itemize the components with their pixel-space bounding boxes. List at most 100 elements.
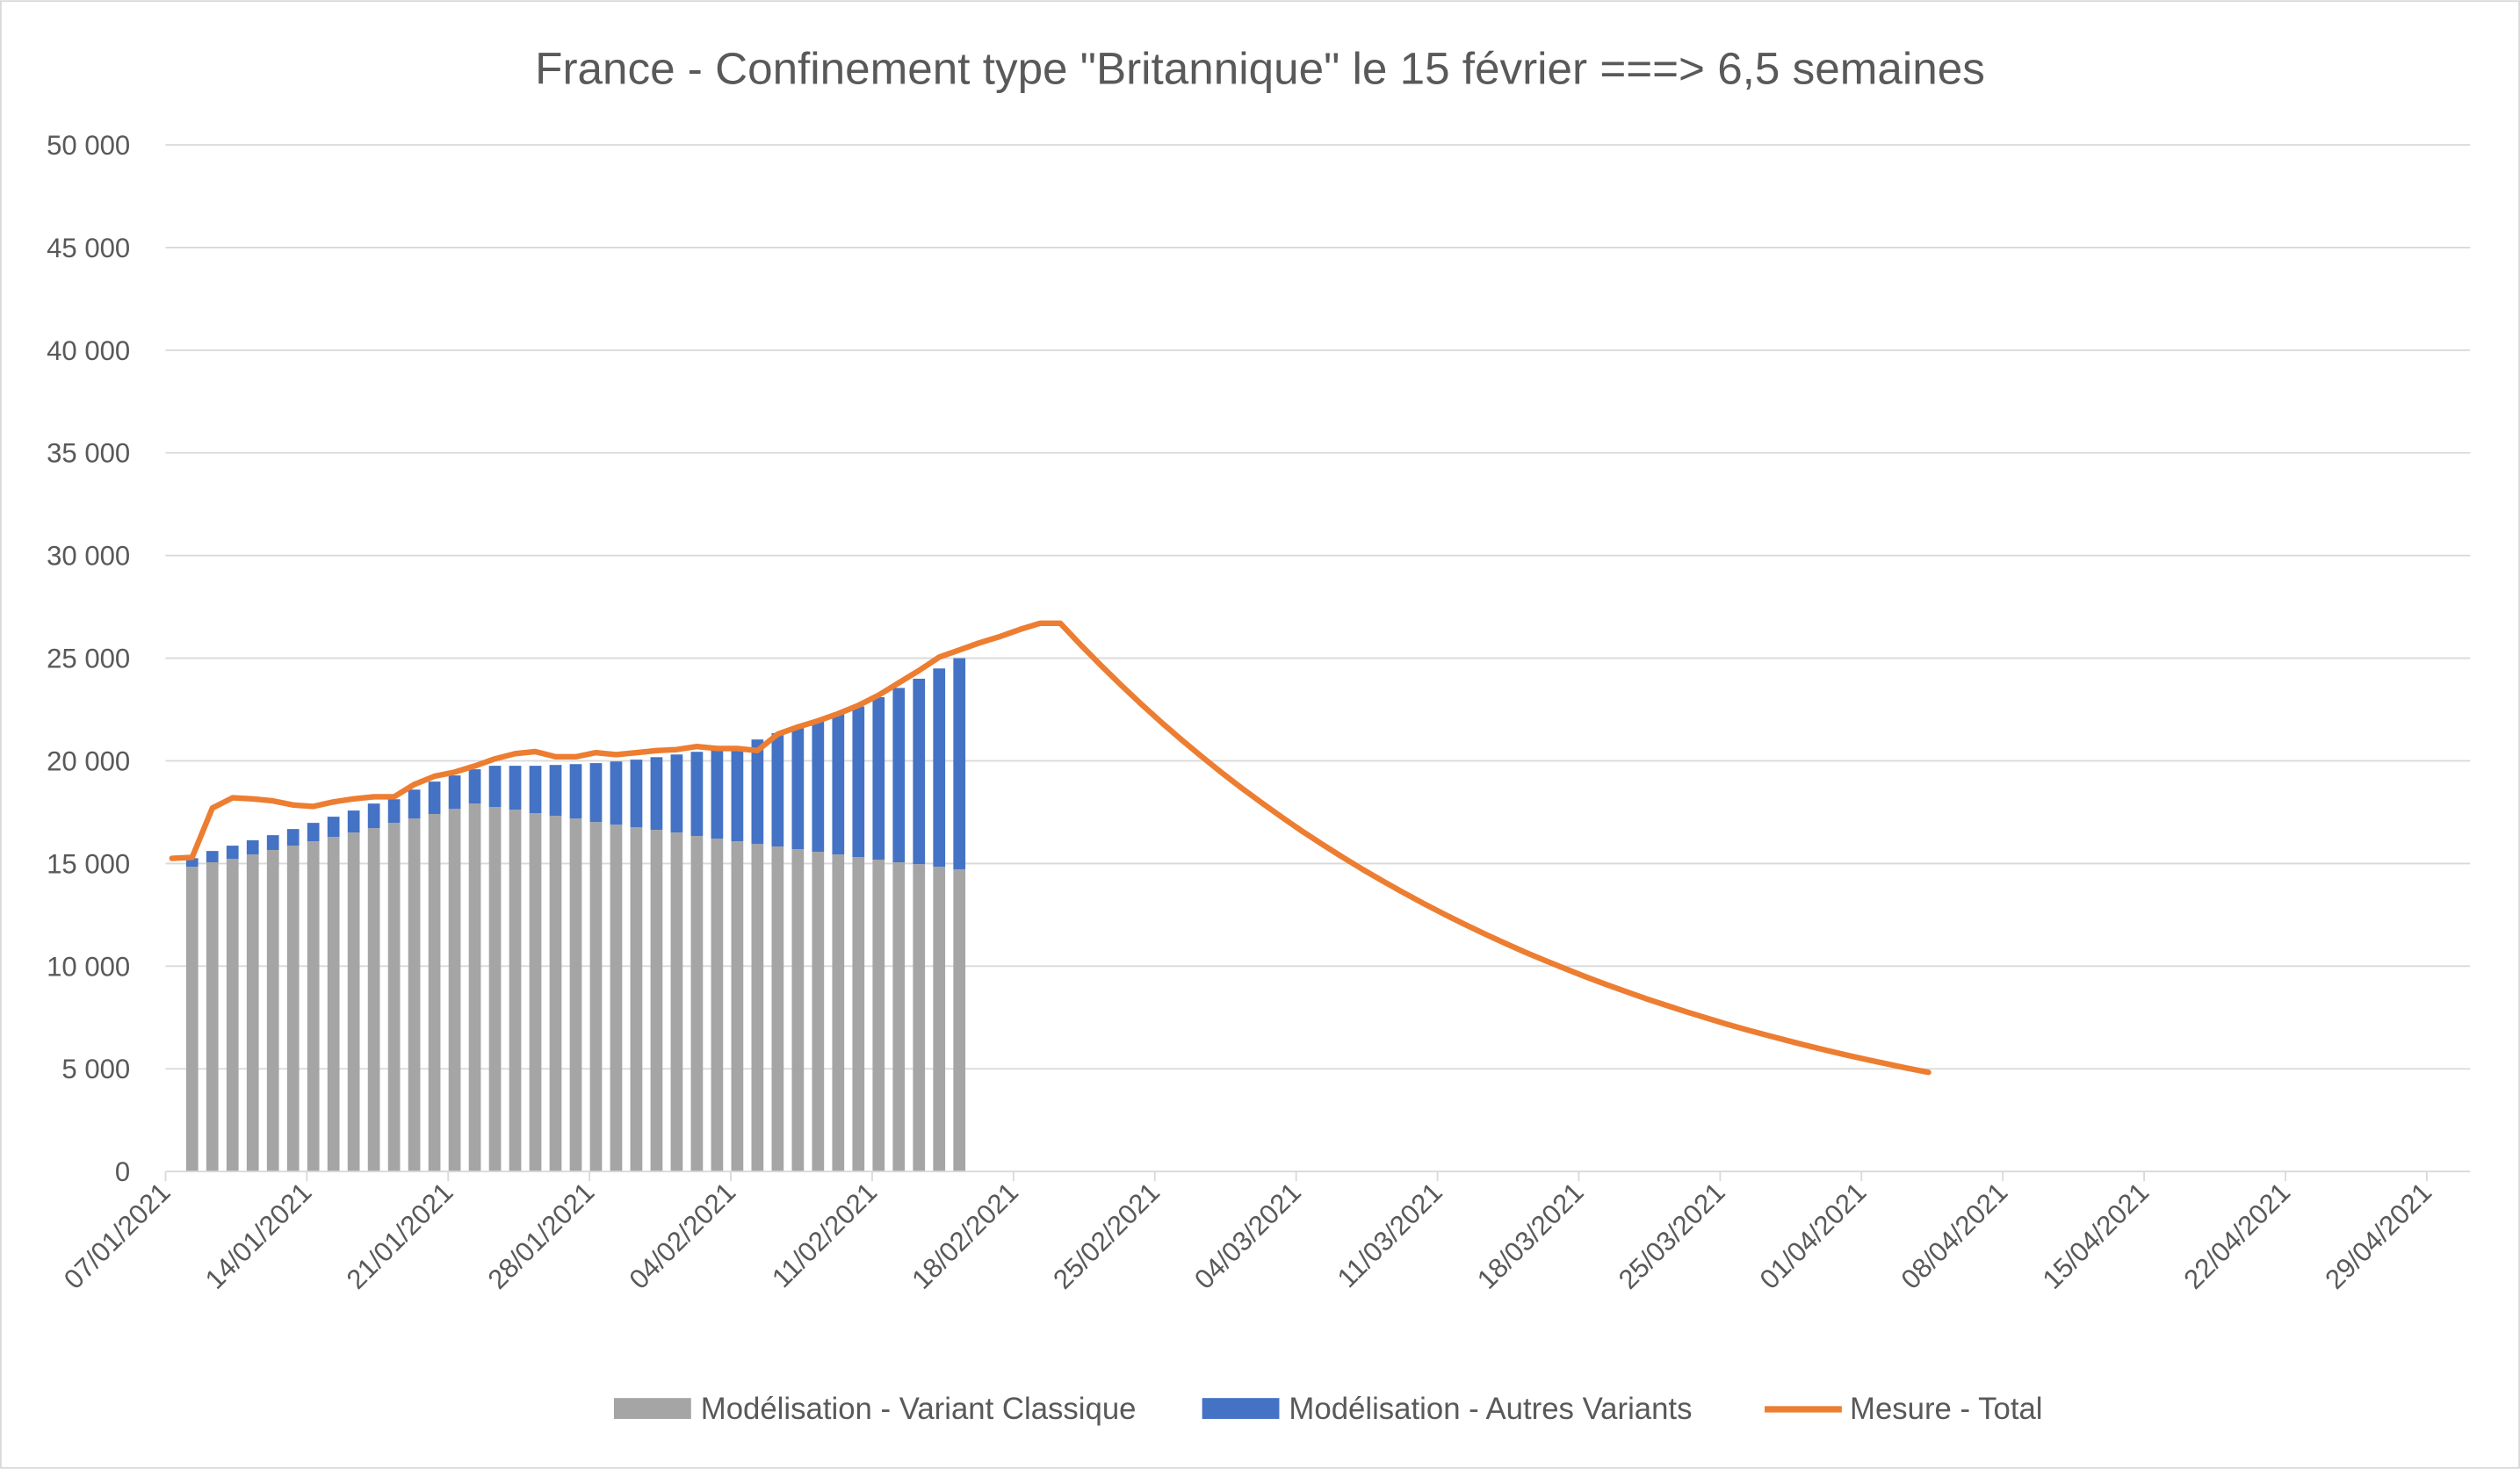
bar-variant-classique [206, 862, 219, 1172]
chart-title: France - Confinement type "Britannique" … [535, 43, 1985, 93]
bar-variant-classique [771, 846, 784, 1172]
y-tick-label: 45 000 [47, 233, 130, 263]
bar-variant-classique [670, 832, 683, 1172]
y-tick-label: 0 [115, 1156, 130, 1187]
y-tick-label: 15 000 [47, 848, 130, 879]
bar-variant-classique [307, 841, 320, 1172]
bar-variant-classique [569, 818, 582, 1172]
bar-variant-classique [509, 810, 522, 1172]
legend: Modélisation - Variant Classique Modélis… [613, 1393, 2043, 1426]
bar-autres-variants [367, 803, 380, 829]
bar-variant-classique [387, 823, 401, 1172]
bar-autres-variants [307, 823, 320, 842]
bar-variant-classique [549, 816, 562, 1172]
legend-label-classique: Modélisation - Variant Classique [701, 1393, 1137, 1426]
bar-variant-classique [327, 837, 340, 1172]
bar-autres-variants [549, 765, 562, 817]
bar-autres-variants [630, 760, 643, 828]
y-tick-label: 40 000 [47, 335, 130, 366]
bar-autres-variants [690, 752, 704, 837]
legend-label-total: Mesure - Total [1850, 1393, 2043, 1426]
bar-autres-variants [913, 678, 926, 865]
bar-autres-variants [569, 764, 582, 819]
bar-autres-variants [670, 754, 683, 833]
bar-autres-variants [428, 781, 441, 815]
bar-autres-variants [509, 766, 522, 810]
bar-variant-classique [589, 822, 603, 1172]
bar-variant-classique [408, 818, 421, 1172]
legend-swatch-autres [1202, 1398, 1280, 1419]
bar-autres-variants [408, 789, 421, 819]
bar-autres-variants [468, 769, 481, 804]
bar-variant-classique [953, 868, 966, 1172]
bar-autres-variants [387, 799, 401, 824]
bar-autres-variants [650, 757, 663, 831]
bar-variant-classique [852, 857, 865, 1172]
bar-variant-classique [872, 859, 885, 1172]
bar-variant-classique [812, 852, 825, 1172]
y-tick-label: 35 000 [47, 438, 130, 469]
legend-label-autres: Modélisation - Autres Variants [1289, 1393, 1692, 1426]
bar-autres-variants [226, 846, 239, 860]
bar-variant-classique [892, 862, 906, 1172]
bar-variant-classique [367, 828, 380, 1172]
bar-variant-classique [428, 814, 441, 1172]
bar-autres-variants [488, 766, 502, 808]
bars [185, 658, 966, 1172]
y-tick-label: 25 000 [47, 644, 130, 674]
bar-autres-variants [589, 763, 603, 823]
bar-variant-classique [690, 836, 704, 1172]
bar-variant-classique [913, 864, 926, 1172]
bar-autres-variants [610, 761, 623, 825]
bar-variant-classique [731, 841, 744, 1172]
bar-autres-variants [185, 858, 199, 868]
legend-swatch-classique [613, 1398, 691, 1419]
y-tick-label: 5 000 [61, 1054, 130, 1084]
bar-autres-variants [206, 851, 219, 863]
bar-autres-variants [327, 817, 340, 838]
bar-autres-variants [529, 766, 542, 814]
bar-variant-classique [185, 867, 199, 1172]
bar-variant-classique [468, 803, 481, 1172]
bar-variant-classique [529, 813, 542, 1172]
bar-autres-variants [852, 706, 865, 858]
bar-variant-classique [226, 859, 239, 1172]
bar-autres-variants [953, 658, 966, 869]
bar-autres-variants [246, 840, 259, 855]
bar-autres-variants [872, 697, 885, 860]
y-tick-label: 50 000 [47, 130, 130, 161]
bar-variant-classique [488, 807, 502, 1172]
bar-variant-classique [933, 867, 946, 1172]
bar-variant-classique [650, 830, 663, 1172]
bar-autres-variants [286, 829, 300, 846]
bar-variant-classique [610, 825, 623, 1172]
bar-autres-variants [791, 726, 805, 850]
bar-autres-variants [892, 688, 906, 863]
bar-variant-classique [630, 827, 643, 1172]
bar-variant-classique [711, 839, 724, 1172]
bar-variant-classique [751, 844, 764, 1172]
line-mesure-total [169, 620, 1932, 1076]
bar-variant-classique [246, 854, 259, 1172]
bar-autres-variants [711, 750, 724, 839]
bar-autres-variants [832, 713, 845, 855]
bar-autres-variants [751, 739, 764, 845]
y-tick-label: 10 000 [47, 951, 130, 982]
bar-variant-classique [347, 832, 360, 1172]
bar-variant-classique [266, 849, 279, 1172]
bar-autres-variants [771, 732, 784, 847]
y-tick-label: 20 000 [47, 745, 130, 776]
y-tick-label: 30 000 [47, 541, 130, 572]
bar-autres-variants [731, 749, 744, 842]
bar-variant-classique [791, 849, 805, 1172]
bar-autres-variants [448, 775, 461, 810]
total-line-layer [169, 620, 1932, 1076]
y-axis: 0 5 000 10 000 15 000 20 000 25 000 30 000 35 0… [47, 130, 130, 1187]
bar-variant-classique [448, 809, 461, 1172]
bar-autres-variants [266, 835, 279, 850]
bar-variant-classique [286, 846, 300, 1172]
bar-autres-variants [933, 668, 946, 868]
bar-autres-variants [812, 720, 825, 853]
